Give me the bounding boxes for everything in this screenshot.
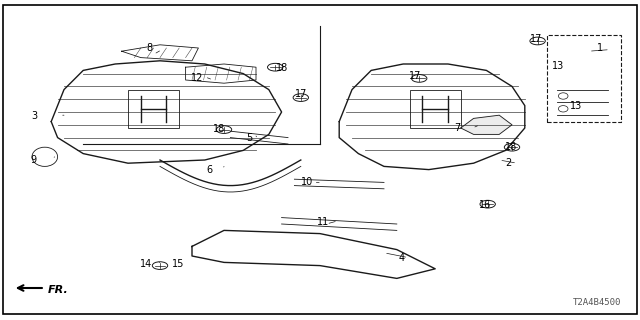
Text: 7: 7 [454, 123, 461, 133]
Bar [410, 90, 461, 128]
Text: 9: 9 [31, 155, 37, 165]
Text: 2: 2 [506, 158, 512, 168]
Text: FR.: FR. [48, 284, 68, 295]
Text: 4: 4 [399, 252, 405, 263]
Text: 3: 3 [31, 111, 37, 121]
Text: 17: 17 [294, 89, 307, 100]
Text: 17: 17 [408, 71, 421, 81]
Text: T2A4B4500: T2A4B4500 [572, 298, 621, 307]
Text: 12: 12 [191, 73, 204, 84]
Text: 1: 1 [597, 43, 604, 53]
Text: 8: 8 [146, 43, 152, 53]
Text: 18: 18 [212, 124, 225, 134]
Text: 16: 16 [479, 200, 492, 211]
Text: 18: 18 [504, 141, 517, 152]
Text: 11: 11 [317, 217, 330, 228]
Text: 15: 15 [172, 259, 184, 269]
Polygon shape [461, 115, 512, 134]
Text: 14: 14 [140, 259, 152, 269]
Text: 13: 13 [552, 61, 564, 71]
Text: 6: 6 [207, 165, 213, 175]
Text: 18: 18 [275, 63, 288, 73]
Bar [128, 90, 179, 128]
Text: 5: 5 [246, 133, 253, 143]
Text: 10: 10 [301, 177, 314, 188]
Text: 17: 17 [530, 34, 543, 44]
Text: 13: 13 [570, 101, 582, 111]
Bar [547, 35, 621, 122]
